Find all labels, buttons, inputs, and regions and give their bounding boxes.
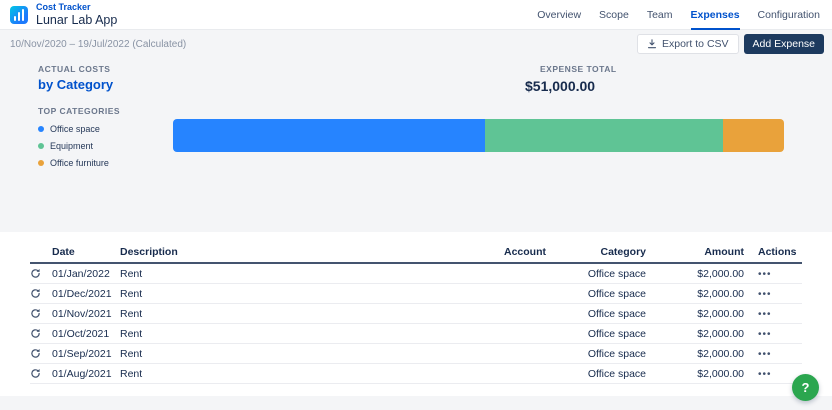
top-bar: Cost Tracker Lunar Lab App Overview Scop…: [0, 0, 832, 30]
expense-amount: $2,000.00: [697, 367, 744, 380]
page-title: Lunar Lab App: [36, 12, 118, 27]
expense-description: Rent: [120, 267, 143, 280]
expense-category: Office space: [587, 347, 646, 360]
expense-date: 01/Oct/2021: [52, 327, 110, 340]
tab-scope[interactable]: Scope: [599, 8, 629, 21]
legend-item-equipment: Equipment: [38, 141, 173, 151]
export-csv-label: Export to CSV: [662, 38, 729, 50]
expense-date: 01/Jan/2022: [52, 267, 110, 280]
expense-date: 01/Nov/2021: [52, 307, 112, 320]
legend-dot: [38, 126, 44, 132]
row-more-actions-button[interactable]: •••: [758, 368, 772, 380]
header-amount: Amount: [704, 246, 744, 258]
toolbar: 10/Nov/2020 – 19/Jul/2022 (Calculated) E…: [0, 30, 832, 58]
bar-segment-office-furniture[interactable]: [722, 119, 784, 152]
header-actions: Actions: [758, 246, 797, 258]
date-range-label: 10/Nov/2020 – 19/Jul/2022 (Calculated): [10, 38, 187, 50]
expense-category: Office space: [587, 367, 646, 380]
expense-amount: $2,000.00: [697, 267, 744, 280]
expense-description: Rent: [120, 327, 143, 340]
row-more-actions-button[interactable]: •••: [758, 288, 772, 300]
chart-bar-glyph: [18, 11, 20, 21]
recurring-icon: [30, 308, 52, 319]
top-categories-label: TOP CATEGORIES: [38, 106, 121, 116]
title-block: Cost Tracker Lunar Lab App: [36, 1, 118, 27]
header-account: Account: [504, 246, 546, 258]
table-row: 01/Sep/2021 Rent Office space $2,000.00 …: [30, 344, 802, 364]
expense-total-value: $51,000.00: [525, 78, 596, 94]
row-more-actions-button[interactable]: •••: [758, 328, 772, 340]
cost-tracker-app-icon: [10, 5, 28, 24]
header-category: Category: [600, 246, 646, 258]
header-description: Description: [120, 246, 178, 258]
tab-expenses[interactable]: Expenses: [690, 0, 740, 30]
expense-date: 01/Dec/2021: [52, 287, 112, 300]
legend-item-office-space: Office space: [38, 124, 173, 134]
bar-segment-office-space[interactable]: [173, 119, 485, 152]
expense-amount: $2,000.00: [697, 327, 744, 340]
add-expense-button[interactable]: Add Expense: [743, 34, 824, 54]
toolbar-buttons: Export to CSV Add Expense: [637, 34, 824, 54]
actual-costs-section: ACTUAL COSTS by Category EXPENSE TOTAL $…: [0, 58, 832, 232]
add-expense-label: Add Expense: [752, 38, 815, 50]
actual-costs-label: ACTUAL COSTS: [38, 64, 111, 74]
expense-total-block: EXPENSE TOTAL $51,000.00: [525, 64, 617, 94]
tab-team[interactable]: Team: [646, 8, 673, 21]
table-row: 01/Dec/2021 Rent Office space $2,000.00 …: [30, 284, 802, 304]
expense-date: 01/Sep/2021: [52, 347, 112, 360]
chart-bar-glyph: [22, 8, 24, 21]
expense-category: Office space: [587, 267, 646, 280]
expense-description: Rent: [120, 367, 143, 380]
expense-description: Rent: [120, 307, 143, 320]
chart-legend: TOP CATEGORIES Office space Equipment Of…: [38, 106, 173, 175]
expense-amount: $2,000.00: [697, 287, 744, 300]
row-more-actions-button[interactable]: •••: [758, 348, 772, 360]
recurring-icon: [30, 268, 52, 279]
category-chart: TOP CATEGORIES Office space Equipment Of…: [38, 106, 784, 175]
table-row: 01/Nov/2021 Rent Office space $2,000.00 …: [30, 304, 802, 324]
section-head: ACTUAL COSTS by Category EXPENSE TOTAL $…: [38, 64, 784, 102]
legend-dot: [38, 160, 44, 166]
row-more-actions-button[interactable]: •••: [758, 308, 772, 320]
expense-amount: $2,000.00: [697, 307, 744, 320]
expense-category: Office space: [587, 287, 646, 300]
legend-label: Equipment: [50, 141, 94, 151]
recurring-icon: [30, 348, 52, 359]
row-more-actions-button[interactable]: •••: [758, 268, 772, 280]
header-date: Date: [52, 246, 75, 258]
by-category-title: by Category: [38, 77, 114, 92]
expense-description: Rent: [120, 347, 143, 360]
recurring-icon: [30, 328, 52, 339]
legend-dot: [38, 143, 44, 149]
legend-label: Office space: [50, 124, 100, 134]
table-row: 01/Oct/2021 Rent Office space $2,000.00 …: [30, 324, 802, 344]
expense-description: Rent: [120, 287, 143, 300]
expense-category: Office space: [587, 307, 646, 320]
recurring-icon: [30, 288, 52, 299]
legend-label: Office furniture: [50, 158, 109, 168]
tab-configuration[interactable]: Configuration: [757, 8, 820, 21]
help-button[interactable]: ?: [792, 374, 819, 401]
expense-total-label: EXPENSE TOTAL: [540, 64, 617, 74]
legend-item-office-furniture: Office furniture: [38, 158, 173, 168]
bar-segment-equipment[interactable]: [484, 119, 723, 152]
nav-tabs: Overview Scope Team Expenses Configurati…: [537, 0, 820, 30]
app-name-link[interactable]: Cost Tracker: [36, 1, 91, 12]
table-header-row: Date Description Account Category Amount…: [30, 242, 802, 264]
table-row: 01/Jan/2022 Rent Office space $2,000.00 …: [30, 264, 802, 284]
tab-overview[interactable]: Overview: [537, 8, 582, 21]
recurring-icon: [30, 368, 52, 379]
stacked-bar-chart: [173, 119, 784, 152]
chart-bar-glyph: [14, 15, 16, 21]
expenses-table: Date Description Account Category Amount…: [0, 232, 832, 396]
footer-strip: [0, 396, 832, 410]
download-icon: [647, 39, 657, 49]
expense-date: 01/Aug/2021: [52, 367, 112, 380]
table-row: 01/Aug/2021 Rent Office space $2,000.00 …: [30, 364, 802, 384]
expense-category: Office space: [587, 327, 646, 340]
export-csv-button[interactable]: Export to CSV: [637, 34, 739, 54]
expense-amount: $2,000.00: [697, 347, 744, 360]
